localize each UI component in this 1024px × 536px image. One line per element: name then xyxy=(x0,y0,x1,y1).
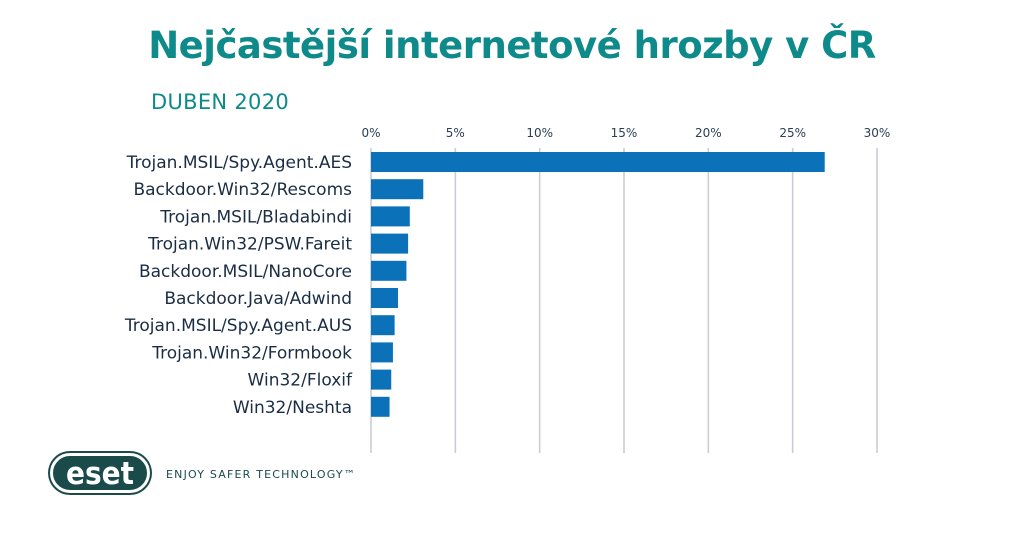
category-label: Backdoor.MSIL/NanoCore xyxy=(139,262,352,282)
category-label: Trojan.MSIL/Spy.Agent.AUS xyxy=(124,316,352,336)
logo-text: eset xyxy=(65,454,135,492)
bar xyxy=(371,315,395,336)
eset-logo: eset xyxy=(50,453,150,493)
bar xyxy=(371,288,398,308)
bar xyxy=(371,233,409,254)
bar xyxy=(371,179,424,200)
x-tick-label: 10% xyxy=(526,126,553,140)
category-label: Trojan.Win32/PSW.Fareit xyxy=(147,235,352,255)
category-label: Win32/Neshta xyxy=(233,398,352,418)
tagline: ENJOY SAFER TECHNOLOGY™ xyxy=(166,468,357,481)
chart-subtitle: DUBEN 2020 xyxy=(151,90,290,114)
x-tick-label: 25% xyxy=(779,126,806,140)
bar xyxy=(371,396,390,417)
bar xyxy=(371,260,407,281)
bar xyxy=(371,206,410,227)
category-label: Trojan.MSIL/Spy.Agent.AES xyxy=(126,153,352,173)
category-label: Trojan.MSIL/Bladabindi xyxy=(159,207,352,227)
x-tick-label: 30% xyxy=(864,126,891,140)
category-label: Trojan.Win32/Formbook xyxy=(151,343,352,363)
bar xyxy=(371,369,392,390)
x-tick-label: 15% xyxy=(611,126,638,140)
category-label: Backdoor.Java/Adwind xyxy=(164,289,352,309)
category-label: Win32/Floxif xyxy=(248,371,353,391)
bar xyxy=(371,152,825,172)
x-tick-label: 5% xyxy=(446,126,465,140)
x-tick-label: 20% xyxy=(695,126,722,140)
x-tick-label: 0% xyxy=(361,126,380,140)
chart-title: Nejčastější internetové hrozby v ČR xyxy=(148,24,876,67)
category-label: Backdoor.Win32/Rescoms xyxy=(133,180,352,200)
bar xyxy=(371,342,393,363)
